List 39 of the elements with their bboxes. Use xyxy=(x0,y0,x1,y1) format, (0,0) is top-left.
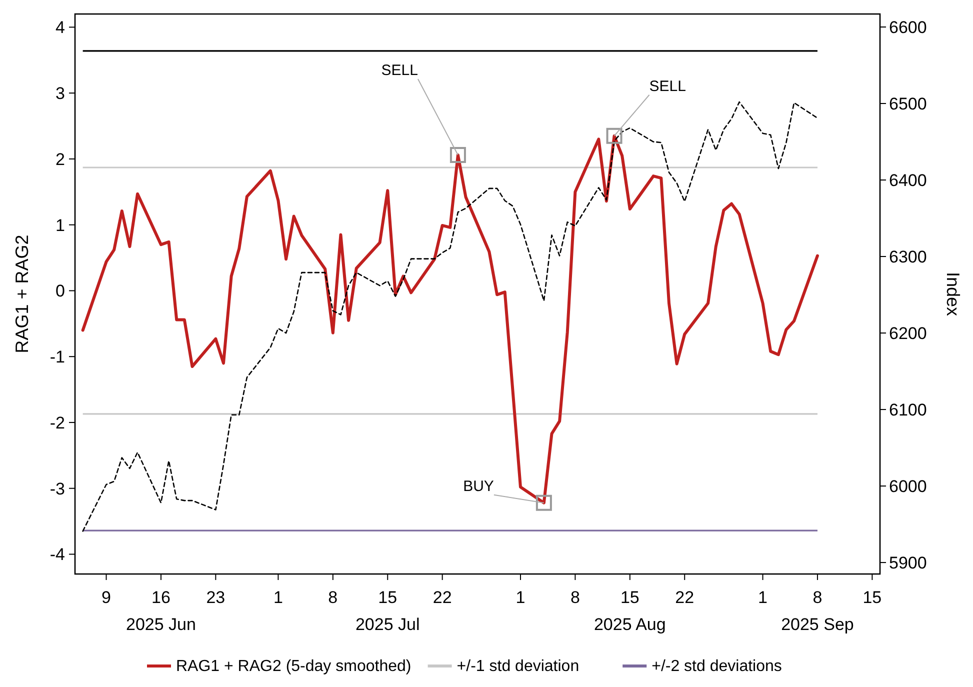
y-tick-label: 1 xyxy=(56,216,65,235)
y-tick-label: -3 xyxy=(50,479,65,498)
x-tick-label: 8 2025 Sep xyxy=(781,588,854,634)
y-tick-label: 0 xyxy=(56,282,65,301)
x-tick-label: 15 xyxy=(862,588,882,607)
annotation: SELL xyxy=(649,78,686,95)
x-tick-label: 9 xyxy=(102,588,111,607)
annotation: BUY xyxy=(463,478,494,495)
y2-tick-label: 5900 xyxy=(889,554,927,573)
y2-tick-label: 6300 xyxy=(889,248,927,267)
y-axis-title: RAG1 + RAG2 xyxy=(12,234,32,354)
y-tick-label: -4 xyxy=(50,545,65,564)
y-tick-label: 4 xyxy=(56,18,65,38)
x-tick-label: 16 2025 Jun xyxy=(126,588,196,634)
y-tick-label: 3 xyxy=(56,84,65,104)
y2-tick-label: 6100 xyxy=(889,400,927,420)
x-tick-label: 22 xyxy=(432,588,452,607)
y2-tick-label: 6400 xyxy=(889,171,927,190)
y2-tick-label: 6200 xyxy=(889,324,927,344)
y-tick-label: -1 xyxy=(50,348,65,367)
x-tick-label: 1 xyxy=(516,588,526,607)
x-tick-label: 8 xyxy=(328,588,338,607)
y-tick-label: -2 xyxy=(50,413,65,432)
x-tick-label: 15 2025 Aug xyxy=(594,588,666,634)
x-tick-label: 8 xyxy=(570,588,580,607)
y-tick-label: 2 xyxy=(56,150,65,169)
legend-label: +/-1 std deviation xyxy=(456,658,580,675)
x-tick-label: 1 xyxy=(758,588,768,607)
x-tick-label: 15 2025 Jul xyxy=(355,588,420,634)
x-tick-label: 23 xyxy=(206,588,226,607)
y2-tick-label: 6000 xyxy=(889,477,927,496)
y2-axis-title: Index xyxy=(943,272,963,316)
annotation: SELL xyxy=(381,62,418,79)
x-tick-label: 22 xyxy=(675,588,694,607)
y2-tick-label: 6500 xyxy=(889,94,927,114)
x-tick-label: 1 xyxy=(273,588,283,607)
y2-tick-label: 6600 xyxy=(889,18,927,38)
legend-label: RAG1 + RAG2 (5-day smoothed) xyxy=(176,658,412,675)
legend-label: +/-2 std deviations xyxy=(652,658,782,675)
